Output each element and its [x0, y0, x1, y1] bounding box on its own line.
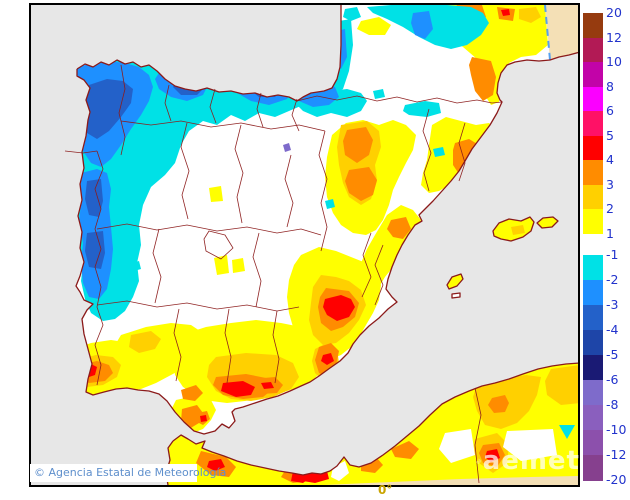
legend-tick-label: -3 — [606, 297, 619, 312]
legend-tick-label: 4 — [606, 152, 614, 167]
anomaly-map — [31, 5, 578, 485]
legend-segment — [583, 13, 603, 38]
longitude-label: 0° — [378, 483, 408, 497]
legend-tick-label: -6 — [606, 372, 619, 387]
longitude-label-text: 0° — [378, 483, 393, 497]
copyright-attribution: © Agencia Estatal de Meteorología — [30, 464, 226, 482]
legend-segment — [583, 330, 603, 356]
neutral-gaps — [158, 390, 557, 481]
legend-segment — [583, 255, 603, 281]
legend-tick-label: 8 — [606, 78, 614, 94]
legend-segment — [583, 355, 603, 381]
legend-tick-label: 2 — [606, 201, 614, 216]
legend-segment — [583, 37, 603, 63]
legend-segment — [583, 184, 603, 210]
legend-tick-label: -10 — [606, 422, 627, 437]
out-of-domain-region — [324, 5, 578, 485]
legend-tick-label: -5 — [606, 347, 619, 362]
legend-tick-label: -12 — [606, 447, 627, 462]
legend-tick-label: 1 — [606, 225, 614, 241]
legend-tick-label: 5 — [606, 127, 614, 143]
legend-segment — [583, 209, 603, 234]
copyright-attribution-text: © Agencia Estatal de Meteorología — [34, 466, 227, 479]
legend-tick-label: -2 — [606, 272, 619, 287]
legend-segment — [583, 455, 603, 481]
legend-tick-label: 3 — [606, 176, 614, 192]
legend-tick-label: -1 — [606, 247, 619, 262]
domain-boundary-dashed-line — [544, 5, 551, 61]
legend-tick-label: -8 — [606, 397, 619, 412]
legend-segment — [583, 135, 603, 161]
legend-tick-label: -4 — [606, 322, 619, 337]
legend-segment — [583, 62, 603, 87]
legend-segment — [583, 380, 603, 406]
legend-segment — [583, 305, 603, 331]
legend-segment — [583, 430, 603, 456]
map-frame — [29, 3, 580, 487]
legend-segment — [583, 86, 603, 112]
legend-segment — [583, 405, 603, 431]
legend-tick-label: 10 — [606, 54, 622, 69]
legend-segment — [583, 280, 603, 306]
legend-tick-label: -20 — [606, 472, 627, 487]
legend-segment — [583, 160, 603, 185]
legend-tick-label: 20 — [606, 5, 622, 20]
legend-segment — [583, 111, 603, 136]
province-borders — [64, 64, 503, 484]
legend-tick-label: 12 — [606, 29, 622, 45]
legend-tick-label: 6 — [606, 103, 614, 118]
